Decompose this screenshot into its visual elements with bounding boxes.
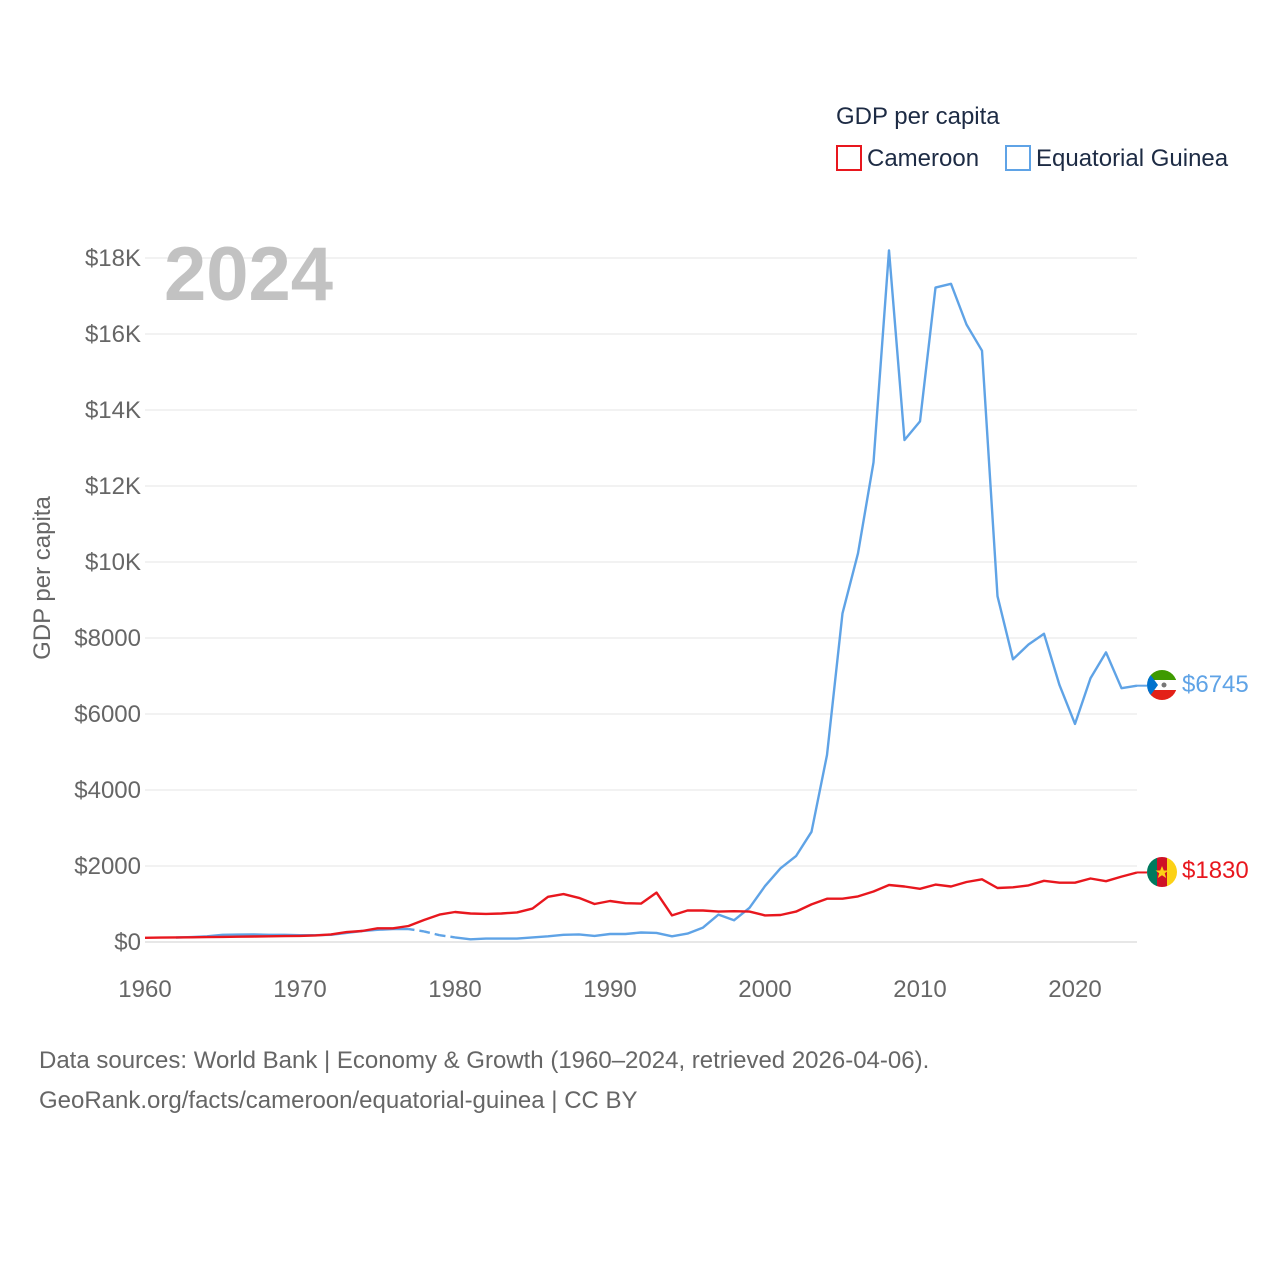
x-tick-label: 1980 <box>428 976 481 1003</box>
series-line-equatorial-guinea[interactable] <box>454 249 1138 941</box>
series-layer <box>144 249 1147 941</box>
equatorial-guinea-flag-icon <box>1147 670 1177 700</box>
x-tick-label: 2010 <box>893 976 946 1003</box>
y-tick-label: $12K <box>85 473 141 500</box>
x-tick-label: 1960 <box>118 976 171 1003</box>
x-tick-label: 2000 <box>738 976 791 1003</box>
y-tick-label: $10K <box>85 549 141 576</box>
equatorial-guinea-end-value: $6745 <box>1182 671 1249 698</box>
cameroon-end-value: $1830 <box>1182 857 1249 884</box>
legend-label-cameroon[interactable]: Cameroon <box>867 145 979 172</box>
legend: GDP per capita Cameroon Equatorial Guine… <box>836 103 1229 172</box>
cameroon-flag-icon <box>1147 857 1177 887</box>
y-tick-label: $18K <box>85 245 141 272</box>
series-line-equatorial-guinea[interactable] <box>439 934 456 939</box>
legend-label-equatorial-guinea[interactable]: Equatorial Guinea <box>1036 145 1229 172</box>
source-line-1: Data sources: World Bank | Economy & Gro… <box>39 1047 929 1074</box>
legend-swatch-equatorial-guinea[interactable] <box>1005 145 1031 171</box>
year-label: 2024 <box>164 232 333 317</box>
y-axis-title: GDP per capita <box>29 496 56 660</box>
y-tick-label: $14K <box>85 397 141 424</box>
y-tick-label: $0 <box>114 929 141 956</box>
grid-lines <box>145 257 1137 943</box>
x-tick-label: 1990 <box>583 976 636 1003</box>
y-tick-label: $16K <box>85 321 141 348</box>
x-axis-ticks: 1960 1970 1980 1990 2000 2010 2020 <box>118 976 1101 1003</box>
series-line-cameroon[interactable] <box>144 871 1138 939</box>
x-tick-label: 2020 <box>1048 976 1101 1003</box>
source-line-2[interactable]: GeoRank.org/facts/cameroon/equatorial-gu… <box>39 1087 638 1114</box>
legend-swatch-cameroon[interactable] <box>836 145 862 171</box>
y-tick-label: $6000 <box>74 701 141 728</box>
y-tick-label: $4000 <box>74 777 141 804</box>
y-tick-label: $8000 <box>74 625 141 652</box>
cameroon-end-marker: $1830 <box>1147 857 1249 887</box>
legend-title: GDP per capita <box>836 103 1000 130</box>
y-tick-label: $2000 <box>74 853 141 880</box>
series-line-equatorial-guinea[interactable] <box>423 930 440 937</box>
y-axis-ticks: $0 $2000 $4000 $6000 $8000 $10K $12K $14K $16K $1… <box>74 245 141 956</box>
x-tick-label: 1970 <box>273 976 326 1003</box>
equatorial-guinea-end-marker: $6745 <box>1147 670 1249 700</box>
series-line-equatorial-guinea[interactable] <box>408 927 425 933</box>
